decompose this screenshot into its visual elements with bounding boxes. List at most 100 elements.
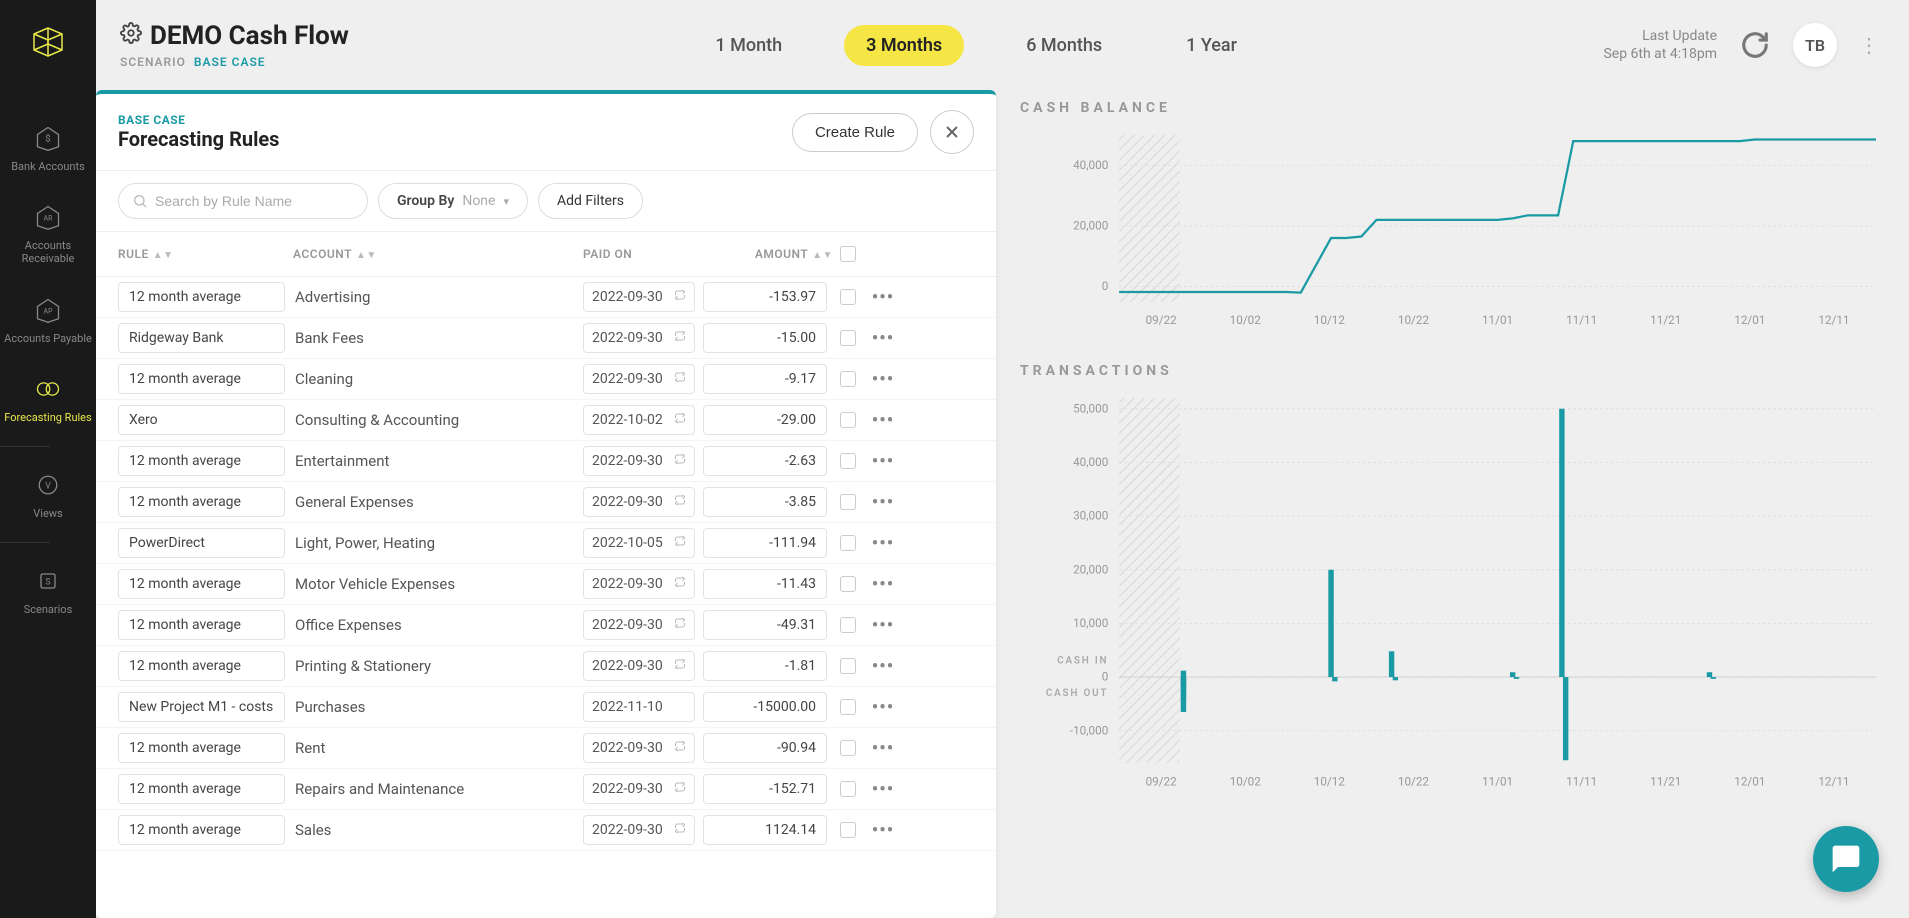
amount-input[interactable]: -2.63 [703, 446, 827, 476]
rule-name-input[interactable]: 12 month average [118, 651, 285, 681]
row-more-icon[interactable]: ••• [863, 697, 903, 718]
row-more-icon[interactable]: ••• [863, 451, 903, 472]
rule-name-input[interactable]: 12 month average [118, 487, 285, 517]
row-checkbox[interactable] [840, 535, 856, 551]
row-checkbox[interactable] [840, 822, 856, 838]
rule-name-input[interactable]: 12 month average [118, 364, 285, 394]
rule-name-input[interactable]: 12 month average [118, 282, 285, 312]
paid-on-input[interactable]: 2022-09-30 [583, 733, 695, 763]
row-more-icon[interactable]: ••• [863, 533, 903, 554]
row-more-icon[interactable]: ••• [863, 820, 903, 841]
paid-on-input[interactable]: 2022-09-30 [583, 610, 695, 640]
sidebar-item-label: Accounts Payable [4, 332, 92, 345]
row-more-icon[interactable]: ••• [863, 615, 903, 636]
amount-input[interactable]: -29.00 [703, 405, 827, 435]
col-paid[interactable]: PAID ON [583, 247, 632, 261]
paid-on-input[interactable]: 2022-09-30 [583, 569, 695, 599]
paid-on-input[interactable]: 2022-09-30 [583, 323, 695, 353]
amount-input[interactable]: -152.71 [703, 774, 827, 804]
create-rule-button[interactable]: Create Rule [792, 113, 918, 152]
row-checkbox[interactable] [840, 330, 856, 346]
chat-button[interactable] [1813, 826, 1879, 892]
paid-on-input[interactable]: 2022-09-30 [583, 364, 695, 394]
rule-name-input[interactable]: Xero [118, 405, 285, 435]
row-checkbox[interactable] [840, 740, 856, 756]
rule-name-input[interactable]: New Project M1 - costs [118, 692, 285, 722]
row-more-icon[interactable]: ••• [863, 328, 903, 349]
amount-input[interactable]: -90.94 [703, 733, 827, 763]
range-tab[interactable]: 1 Month [693, 25, 804, 66]
cash-balance-title: CASH BALANCE [1020, 100, 1885, 116]
row-checkbox[interactable] [840, 453, 856, 469]
paid-on-input[interactable]: 2022-09-30 [583, 446, 695, 476]
rule-name-input[interactable]: Ridgeway Bank [118, 323, 285, 353]
sidebar-item-views[interactable]: VViews [0, 455, 96, 534]
row-checkbox[interactable] [840, 576, 856, 592]
amount-input[interactable]: -111.94 [703, 528, 827, 558]
sidebar-item-rules[interactable]: Forecasting Rules [0, 359, 96, 438]
rule-name-input[interactable]: 12 month average [118, 610, 285, 640]
scenario-value[interactable]: BASE CASE [194, 55, 266, 69]
paid-on-input[interactable]: 2022-09-30 [583, 774, 695, 804]
rule-name-input[interactable]: 12 month average [118, 446, 285, 476]
row-more-icon[interactable]: ••• [863, 369, 903, 390]
amount-input[interactable]: 1124.14 [703, 815, 827, 845]
row-checkbox[interactable] [840, 658, 856, 674]
range-tab[interactable]: 1 Year [1164, 25, 1259, 66]
rule-name-input[interactable]: 12 month average [118, 569, 285, 599]
paid-on-input[interactable]: 2022-10-02 [583, 405, 695, 435]
paid-on-input[interactable]: 2022-09-30 [583, 487, 695, 517]
rule-name-input[interactable]: 12 month average [118, 815, 285, 845]
group-by-select[interactable]: Group By None ▾ [378, 183, 528, 219]
refresh-button[interactable] [1733, 23, 1777, 67]
row-more-icon[interactable]: ••• [863, 410, 903, 431]
row-checkbox[interactable] [840, 699, 856, 715]
sidebar-item-ar[interactable]: ARAccounts Receivable [0, 187, 96, 279]
rule-name-input[interactable]: 12 month average [118, 774, 285, 804]
amount-input[interactable]: -3.85 [703, 487, 827, 517]
row-checkbox[interactable] [840, 412, 856, 428]
col-rule[interactable]: RULE [118, 247, 149, 261]
paid-on-input[interactable]: 2022-10-05 [583, 528, 695, 558]
row-checkbox[interactable] [840, 494, 856, 510]
amount-input[interactable]: -11.43 [703, 569, 827, 599]
add-filters-button[interactable]: Add Filters [538, 183, 643, 219]
row-more-icon[interactable]: ••• [863, 287, 903, 308]
amount-input[interactable]: -49.31 [703, 610, 827, 640]
range-tab[interactable]: 6 Months [1004, 25, 1124, 66]
row-checkbox[interactable] [840, 289, 856, 305]
close-panel-button[interactable] [930, 110, 974, 154]
sidebar-item-scenarios[interactable]: SScenarios [0, 551, 96, 630]
svg-text:11/01: 11/01 [1482, 775, 1513, 789]
row-more-icon[interactable]: ••• [863, 656, 903, 677]
amount-input[interactable]: -1.81 [703, 651, 827, 681]
amount-input[interactable]: -9.17 [703, 364, 827, 394]
paid-on-input[interactable]: 2022-09-30 [583, 651, 695, 681]
avatar[interactable]: TB [1793, 23, 1837, 67]
paid-on-input[interactable]: 2022-09-30 [583, 282, 695, 312]
row-checkbox[interactable] [840, 781, 856, 797]
col-amount[interactable]: AMOUNT [755, 247, 808, 261]
row-checkbox[interactable] [840, 617, 856, 633]
recurring-icon [674, 576, 686, 592]
row-more-icon[interactable]: ••• [863, 492, 903, 513]
row-checkbox[interactable] [840, 371, 856, 387]
paid-on-input[interactable]: 2022-09-30 [583, 815, 695, 845]
sidebar-item-ap[interactable]: APAccounts Payable [0, 280, 96, 359]
row-more-icon[interactable]: ••• [863, 779, 903, 800]
range-tab[interactable]: 3 Months [844, 25, 964, 66]
rule-name-input[interactable]: 12 month average [118, 733, 285, 763]
select-all-checkbox[interactable] [840, 246, 856, 262]
sidebar-item-bank[interactable]: $Bank Accounts [0, 108, 96, 187]
search-input[interactable] [118, 183, 368, 219]
paid-on-input[interactable]: 2022-11-10 [583, 692, 695, 722]
more-menu-icon[interactable]: ⋮ [1853, 33, 1885, 57]
amount-input[interactable]: -153.97 [703, 282, 827, 312]
rule-name-input[interactable]: PowerDirect [118, 528, 285, 558]
amount-input[interactable]: -15.00 [703, 323, 827, 353]
row-more-icon[interactable]: ••• [863, 574, 903, 595]
col-account[interactable]: ACCOUNT [293, 247, 352, 261]
amount-input[interactable]: -15000.00 [703, 692, 827, 722]
gear-icon[interactable] [120, 22, 142, 50]
row-more-icon[interactable]: ••• [863, 738, 903, 759]
